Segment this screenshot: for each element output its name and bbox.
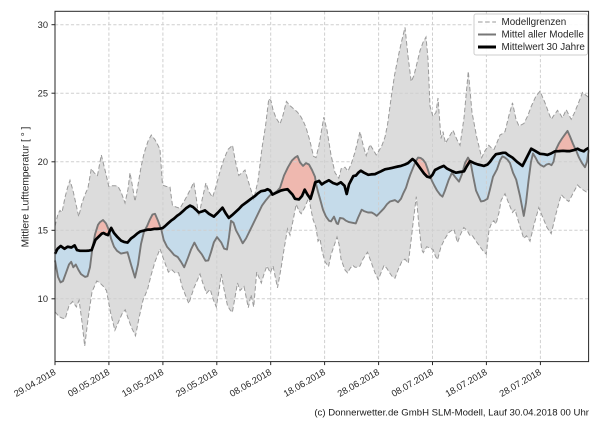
svg-text:15: 15 <box>38 226 48 236</box>
svg-text:30: 30 <box>38 20 48 30</box>
svg-text:(c) Donnerwetter.de GmbH SLM-M: (c) Donnerwetter.de GmbH SLM-Modell, Lau… <box>314 408 589 419</box>
svg-text:Mittel aller Modelle: Mittel aller Modelle <box>502 30 585 41</box>
svg-text:Mittelwert 30 Jahre: Mittelwert 30 Jahre <box>502 42 586 53</box>
svg-text:Mittlere Lufttemperatur [ ° ]: Mittlere Lufttemperatur [ ° ] <box>21 126 32 247</box>
svg-text:10: 10 <box>38 294 48 304</box>
svg-text:25: 25 <box>38 88 48 98</box>
svg-text:Modellgrenzen: Modellgrenzen <box>502 17 567 28</box>
svg-text:20: 20 <box>38 157 48 167</box>
